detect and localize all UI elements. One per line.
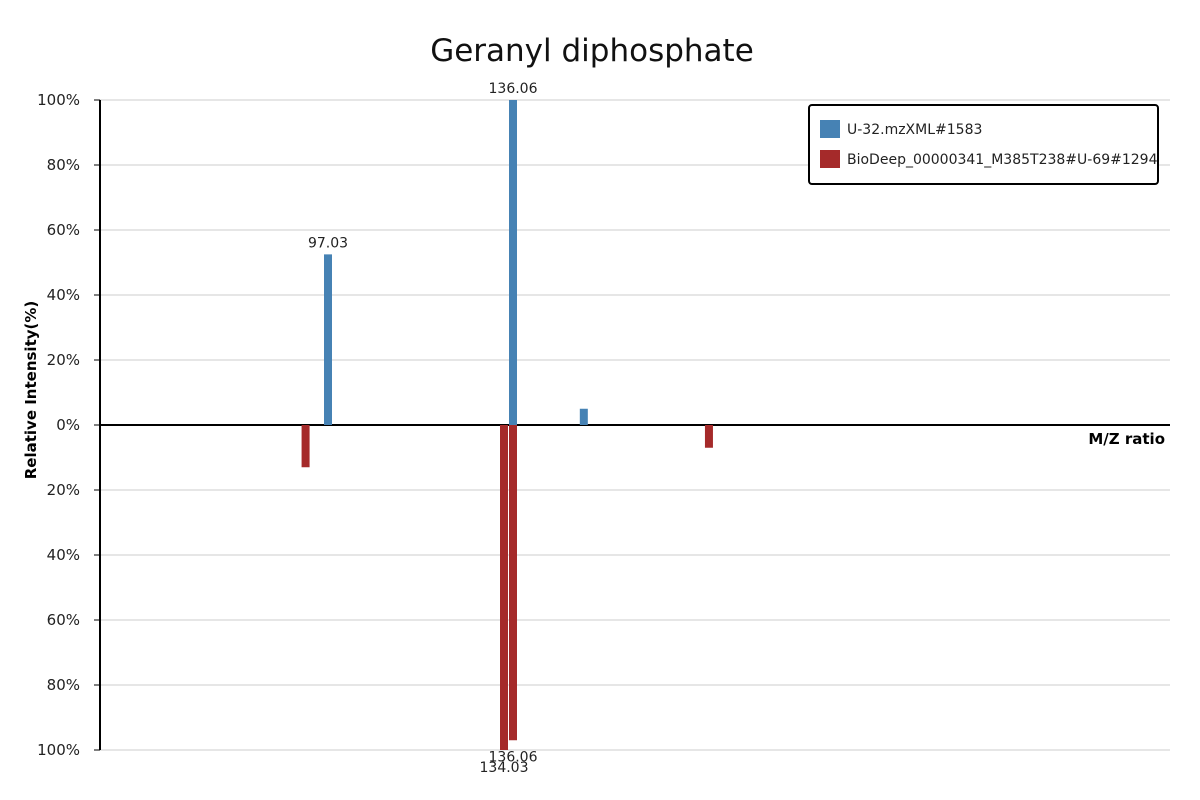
query-peak-label: 97.03 xyxy=(308,235,348,251)
y-tick-label: 20% xyxy=(47,351,80,369)
query-peak-bar xyxy=(579,408,588,425)
y-tick-label: 60% xyxy=(47,611,80,629)
x-axis-title: M/Z ratio xyxy=(1088,430,1165,448)
legend-box xyxy=(808,104,1159,185)
reference-peak-bar xyxy=(704,425,713,448)
y-tick-label: 40% xyxy=(47,546,80,564)
y-tick-label: 40% xyxy=(47,286,80,304)
query-peak-bar xyxy=(324,254,332,425)
query-peak-bar xyxy=(509,100,517,425)
y-tick-label: 20% xyxy=(47,481,80,499)
query-peak-label: 136.06 xyxy=(489,81,538,97)
y-tick-label: 100% xyxy=(37,91,80,109)
legend-swatch-reference xyxy=(820,150,840,168)
legend-swatch-query xyxy=(820,120,840,138)
y-tick-label: 100% xyxy=(37,741,80,759)
y-axis-title: Relative Intensity(%) xyxy=(22,301,40,480)
y-tick-label: 0% xyxy=(56,416,80,434)
y-tick-label: 80% xyxy=(47,156,80,174)
y-tick-label: 60% xyxy=(47,221,80,239)
chart-title: Geranyl diphosphate xyxy=(430,33,754,69)
legend-label-query: U-32.mzXML#1583 xyxy=(847,122,982,138)
axis-layer xyxy=(99,100,1170,750)
y-tick-labels: 100% 80% 60% 40% 20% 0% 20% 40% 60% 80% 100% xyxy=(37,91,100,759)
grid-layer xyxy=(100,99,1170,751)
y-tick-label: 80% xyxy=(47,676,80,694)
reference-peak-bar xyxy=(500,425,508,750)
peak-bars xyxy=(301,100,713,750)
legend: U-32.mzXML#1583 BioDeep_00000341_M385T23… xyxy=(808,104,1159,185)
reference-peak-bar xyxy=(301,425,310,468)
legend-label-reference: BioDeep_00000341_M385T238#U-69#1294 xyxy=(847,152,1158,168)
reference-peak-label: 134.03 xyxy=(480,760,529,776)
reference-peak-label: 136.06 xyxy=(489,749,538,765)
reference-peak-bar xyxy=(509,425,517,741)
